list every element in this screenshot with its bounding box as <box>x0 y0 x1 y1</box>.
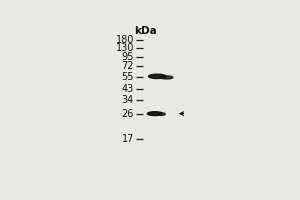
Text: 26: 26 <box>122 109 134 119</box>
Text: 34: 34 <box>122 95 134 105</box>
Text: 180: 180 <box>116 35 134 45</box>
Text: 55: 55 <box>122 72 134 82</box>
Ellipse shape <box>147 112 163 116</box>
Ellipse shape <box>160 76 173 79</box>
Text: 130: 130 <box>116 43 134 53</box>
Text: 17: 17 <box>122 134 134 144</box>
Ellipse shape <box>158 113 165 115</box>
Text: 43: 43 <box>122 84 134 94</box>
Ellipse shape <box>148 74 166 79</box>
Text: 72: 72 <box>122 61 134 71</box>
Text: 95: 95 <box>122 52 134 62</box>
Text: kDa: kDa <box>134 26 157 36</box>
